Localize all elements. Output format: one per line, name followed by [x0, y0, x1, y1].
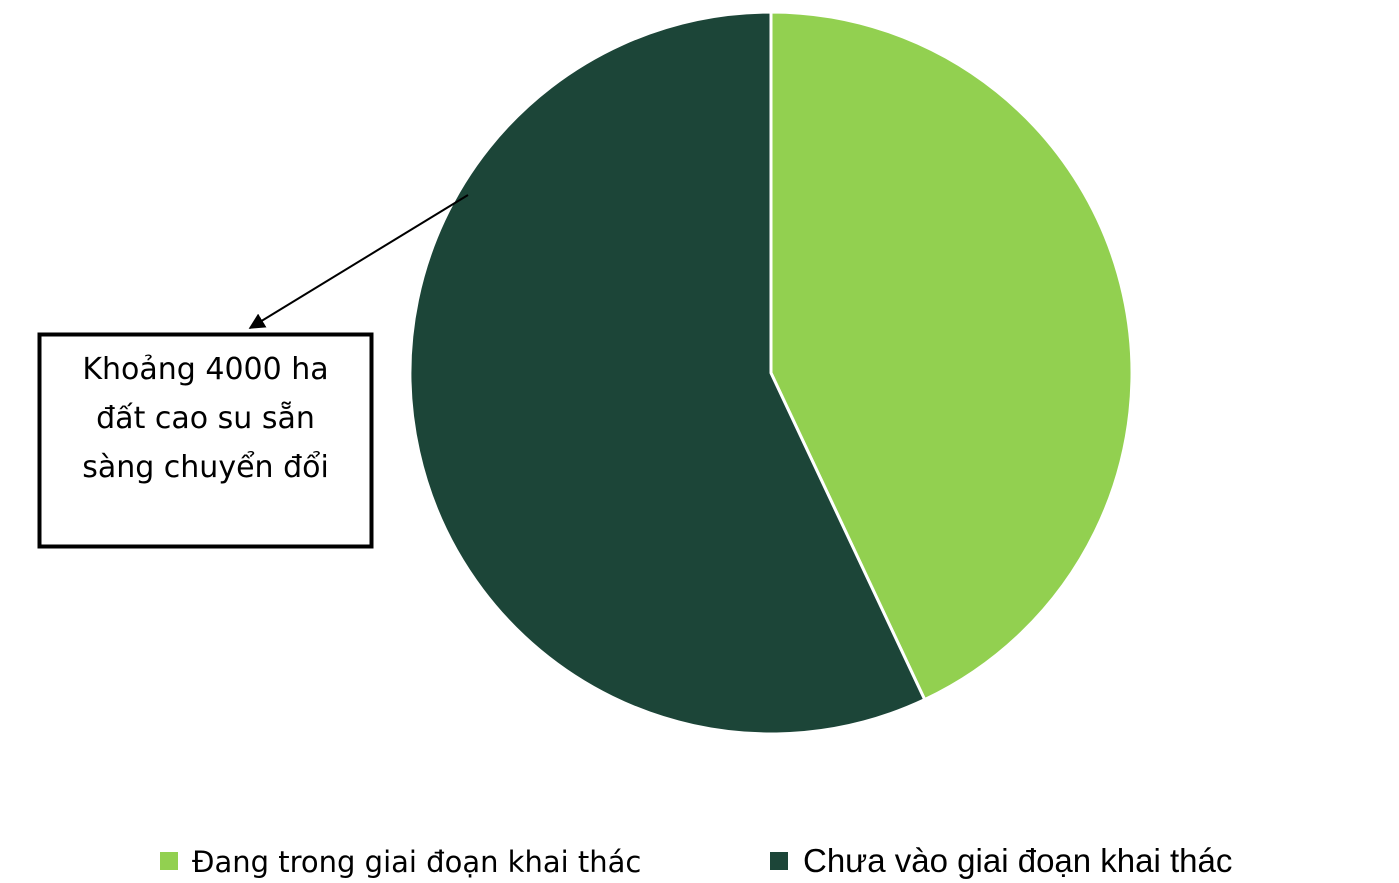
legend-label: Chưa vào giai đoạn khai thác	[803, 842, 1232, 879]
legend-marker	[770, 852, 788, 870]
legend-marker	[160, 852, 178, 870]
annotation-arrow	[248, 194, 469, 329]
pie-slice	[769, 10, 1134, 702]
pie-slice	[408, 10, 927, 736]
pie	[408, 10, 1134, 736]
annotation-box	[37, 332, 374, 549]
legend: Đang trong giai đoạn khai thác Chưa vào g…	[160, 842, 1232, 879]
annotation-container: Khoảng 4000 ha đất cao su sẵn sàng chuyể…	[82, 352, 329, 485]
annotation-text: Khoảng 4000 ha đất cao su sẵn sàng chuyể…	[82, 352, 329, 485]
legend-label: Đang trong giai đoạn khai thác	[192, 845, 641, 879]
